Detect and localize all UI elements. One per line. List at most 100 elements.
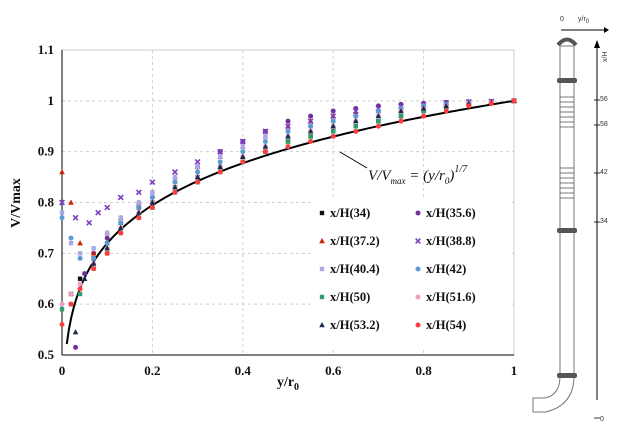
legend-item: x/H(53.2) <box>319 318 380 332</box>
data-point <box>59 322 65 327</box>
y-tick-label: 0.9 <box>38 144 55 159</box>
data-point <box>77 291 83 297</box>
y-tick-labels: 0.5 0.6 0.7 0.8 0.9 1 1.1 <box>38 42 55 362</box>
data-point <box>195 169 201 175</box>
data-point <box>104 240 110 246</box>
data-point <box>117 224 124 231</box>
data-point <box>118 215 123 220</box>
pipe-origin-label: 0 <box>560 16 564 23</box>
data-point <box>240 144 245 149</box>
data-point <box>104 204 111 211</box>
pipe-bottom-bend <box>532 375 575 413</box>
data-point <box>307 128 314 134</box>
data-point <box>68 291 74 297</box>
series-x/H(54) <box>59 98 517 327</box>
data-point <box>285 128 291 134</box>
data-point <box>240 149 246 155</box>
x-tick-label: 0 <box>59 363 66 378</box>
data-point <box>194 158 201 165</box>
data-point <box>217 169 223 175</box>
data-point <box>511 98 517 104</box>
pipe-band <box>557 78 577 83</box>
data-point <box>150 190 155 195</box>
legend-label: x/H(35.6) <box>426 206 476 220</box>
data-point <box>330 118 336 124</box>
data-point <box>353 124 358 129</box>
data-point <box>77 240 83 246</box>
legend-item: x/H(50) <box>319 290 370 304</box>
data-point <box>95 209 102 216</box>
data-point <box>330 123 336 129</box>
data-point <box>375 113 382 119</box>
data-point <box>308 134 313 139</box>
legend-marker <box>319 266 325 272</box>
data-point <box>375 123 381 129</box>
data-point <box>194 174 201 180</box>
data-point <box>218 154 223 159</box>
data-point <box>136 205 142 211</box>
data-point <box>398 118 404 124</box>
pipe-body <box>559 45 575 377</box>
legend-label: x/H(42) <box>426 262 466 276</box>
data-point <box>353 113 359 119</box>
data-point <box>172 184 178 190</box>
data-point <box>353 118 359 124</box>
pipe-scale-label: 34 <box>600 218 608 225</box>
data-point <box>149 205 155 211</box>
y-axis-title: V/Vmax <box>9 178 24 228</box>
data-point <box>262 139 268 144</box>
data-point <box>68 235 74 241</box>
data-point <box>77 251 83 256</box>
data-point <box>443 102 449 109</box>
y-tick-label: 1.1 <box>38 42 54 57</box>
data-point <box>77 276 83 281</box>
x-tick-label: 0.6 <box>325 363 342 378</box>
data-point <box>82 271 88 277</box>
data-point <box>68 199 74 205</box>
data-points <box>59 97 517 350</box>
data-point <box>149 199 156 205</box>
pipe-top-bend <box>556 37 578 47</box>
data-point <box>68 240 74 246</box>
data-point <box>398 113 404 119</box>
legend-item: x/H(54) <box>415 318 466 332</box>
x-tick-label: 1 <box>511 363 518 378</box>
data-point <box>330 108 336 114</box>
data-point <box>77 286 83 292</box>
data-point <box>117 194 124 201</box>
data-point <box>285 123 291 130</box>
pipe-measurement-lines <box>560 96 600 419</box>
pipe-x-label: y/r0 <box>578 16 590 25</box>
data-point <box>285 118 291 124</box>
data-point <box>195 179 201 185</box>
legend-label: x/H(40.4) <box>330 262 380 276</box>
pipe-scale-label: 56 <box>600 96 608 103</box>
legend-marker <box>415 238 421 244</box>
data-point <box>330 113 337 120</box>
data-point <box>77 255 83 261</box>
data-point <box>308 113 314 119</box>
data-point <box>91 255 97 261</box>
data-point <box>307 118 314 125</box>
pipe-scale-label: 0 <box>600 416 604 423</box>
data-point <box>466 103 472 109</box>
data-point <box>488 100 494 106</box>
legend-label: x/H(37.2) <box>330 234 380 248</box>
legend-item: x/H(40.4) <box>319 262 380 276</box>
data-point <box>262 149 268 155</box>
legend-marker <box>319 210 325 216</box>
x-tick-label: 0.8 <box>415 363 432 378</box>
data-point <box>59 215 65 221</box>
legend-background <box>312 200 512 350</box>
data-point <box>239 138 246 145</box>
data-point <box>285 133 291 139</box>
data-point <box>443 108 449 114</box>
data-point <box>136 209 142 215</box>
data-point <box>217 148 224 155</box>
data-point <box>59 301 65 307</box>
legend-item: x/H(35.6) <box>415 206 476 220</box>
data-point <box>86 219 93 226</box>
data-point <box>172 179 178 185</box>
data-point <box>68 301 74 307</box>
